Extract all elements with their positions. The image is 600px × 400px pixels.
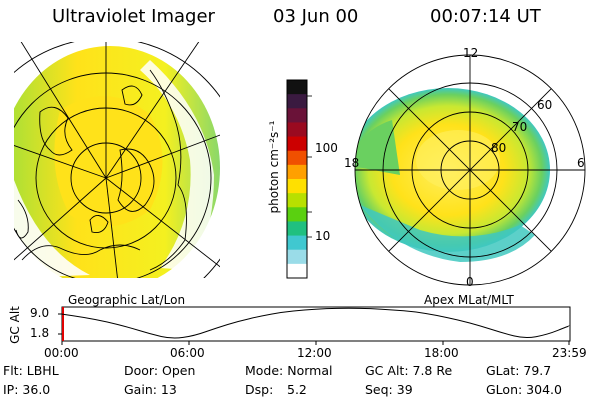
status-dsp-value: 5.2 (287, 382, 307, 397)
colorbar-swatch (287, 221, 307, 237)
polar-plot (354, 54, 586, 286)
status-gain: Gain: 13 (124, 382, 177, 397)
colorbar-swatch (287, 94, 307, 109)
geographic-image (14, 42, 220, 278)
status-glat: GLat: 79.7 (486, 363, 552, 378)
colorbar-swatch (287, 136, 307, 152)
colorbar-swatch (287, 179, 307, 194)
mlt-label-12: 12 (463, 46, 479, 60)
time-label: 00:07:14 UT (430, 6, 541, 27)
status-seq: Seq: 39 (365, 382, 413, 397)
mlt-label-6: 6 (577, 156, 585, 170)
colorbar-swatch (287, 193, 307, 208)
colorbar-units-label: photon cm⁻²s⁻¹ (267, 120, 281, 214)
altitude-ytick-high: 9.0 (30, 306, 50, 320)
color-bar (286, 79, 308, 279)
mlat-label-70: 70 (512, 120, 528, 134)
altitude-plot (58, 306, 571, 345)
colorbar-swatch (287, 249, 307, 265)
colorbar-frame (286, 79, 308, 279)
status-door: Door: Open (124, 363, 196, 378)
status-glon: GLon: 304.0 (486, 382, 562, 397)
colorbar-swatch (287, 235, 307, 251)
status-dsp-label: Dsp: (245, 382, 274, 397)
colorbar-swatch (287, 207, 307, 222)
right-panel-caption: Apex MLat/MLT (424, 293, 514, 307)
status-filter: Flt: LBHL (3, 363, 59, 378)
mlt-label-0: 0 (466, 275, 474, 289)
mlat-label-60: 60 (537, 98, 553, 112)
status-gc-alt: GC Alt: 7.8 Re (365, 363, 453, 378)
colorbar-tick-10: 10 (315, 229, 331, 243)
colorbar-swatch (287, 80, 307, 95)
colorbar-swatch (287, 263, 307, 279)
altitude-xtick-4: 23:59 (552, 346, 587, 360)
mlt-label-18: 18 (344, 156, 360, 170)
altitude-axis-label: GC Alt (8, 306, 22, 344)
colorbar-swatch (287, 164, 307, 180)
date-label: 03 Jun 00 (273, 6, 359, 27)
colorbar-swatch (287, 150, 307, 166)
status-mode: Mode: Normal (245, 363, 333, 378)
altitude-xtick-1: 06:00 (170, 346, 205, 360)
mlat-label-80: 80 (491, 141, 507, 155)
left-panel-caption: Geographic Lat/Lon (68, 293, 186, 307)
colorbar-swatch (287, 108, 307, 123)
altitude-curve (61, 307, 570, 339)
status-ip: IP: 36.0 (3, 382, 51, 397)
altitude-ytick-low: 1.8 (30, 326, 50, 340)
instrument-title: Ultraviolet Imager (52, 6, 215, 27)
altitude-plot-frame (61, 306, 571, 342)
altitude-xtick-0: 00:00 (44, 346, 79, 360)
colorbar-tick-100: 100 (315, 141, 338, 155)
altitude-xtick-3: 18:00 (424, 346, 459, 360)
colorbar-swatch (287, 122, 307, 138)
altitude-xtick-2: 12:00 (297, 346, 332, 360)
